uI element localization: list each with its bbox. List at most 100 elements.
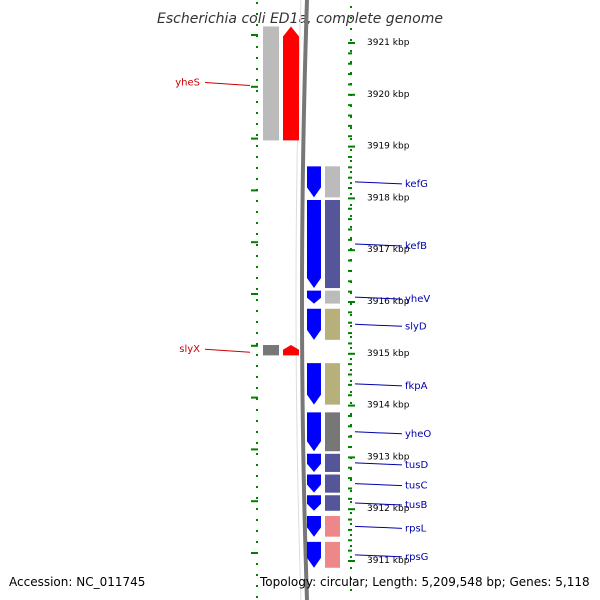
minor-tick — [348, 497, 352, 500]
ring-dot — [350, 39, 352, 41]
ring-dot — [350, 325, 352, 327]
cog-bar-slyX — [263, 345, 279, 356]
label-line-rpsG — [354, 554, 403, 558]
minor-tick — [348, 259, 352, 262]
major-tick — [251, 189, 258, 192]
gene-label-yheV: yheV — [405, 294, 430, 305]
ring-dot — [256, 596, 258, 598]
major-tick — [251, 552, 258, 554]
ring-dot — [256, 233, 258, 235]
minor-tick — [348, 155, 352, 158]
ring-dot — [350, 182, 352, 184]
ring-dot — [256, 442, 258, 444]
minor-tick — [348, 104, 352, 107]
minor-tick — [348, 228, 352, 231]
minor-tick — [348, 332, 352, 335]
minor-tick — [348, 342, 352, 345]
minor-tick — [348, 280, 352, 283]
ring-dot — [350, 336, 352, 338]
backbone-line — [299, 0, 309, 600]
ring-dot — [256, 288, 258, 290]
minor-tick — [348, 446, 352, 449]
major-tick — [348, 404, 355, 407]
ring-dot — [256, 409, 258, 411]
minor-tick — [348, 187, 352, 190]
ring-dot — [256, 310, 258, 312]
label-line-tusB — [354, 502, 403, 506]
gene-arrow-yheS — [283, 26, 299, 141]
minor-tick — [348, 73, 352, 76]
ring-dot — [350, 501, 352, 503]
label-line-yheS — [204, 81, 251, 86]
minor-tick — [348, 394, 352, 397]
label-line-yheV — [354, 296, 403, 300]
ring-dot — [256, 464, 258, 466]
ring-dot — [256, 277, 258, 279]
ring-dot — [256, 299, 258, 301]
gene-arrow-kefB — [307, 199, 321, 289]
ring-dot — [350, 358, 352, 360]
gene-arrow-yheO — [307, 412, 321, 452]
ring-dot — [350, 424, 352, 426]
major-tick — [348, 352, 355, 355]
ring-dot — [350, 369, 352, 371]
ring-dot — [350, 545, 352, 547]
label-line-tusD — [354, 462, 403, 466]
ring-dot — [256, 387, 258, 389]
ring-dot — [256, 475, 258, 477]
kbp-label: 3915 kbp — [367, 349, 410, 359]
ring-dot — [256, 563, 258, 565]
major-tick — [251, 293, 258, 295]
ring-dot — [256, 244, 258, 246]
ring-dot — [256, 123, 258, 125]
ring-dot — [256, 222, 258, 224]
ring-dot — [256, 200, 258, 202]
minor-tick — [348, 321, 352, 324]
kbp-label: 3920 kbp — [367, 90, 410, 100]
major-tick — [251, 500, 258, 503]
label-line-rpsL — [354, 525, 403, 529]
label-line-kefG — [354, 181, 403, 185]
kbp-label: 3916 kbp — [367, 297, 410, 307]
ring-dot — [350, 237, 352, 239]
gene-arrow-tusC — [307, 474, 321, 493]
accession-label: Accession: NC_011745 — [9, 575, 145, 589]
ring-dot — [256, 508, 258, 510]
gene-label-rpsG: rpsG — [405, 552, 428, 563]
ring-dot — [256, 255, 258, 257]
gene-labels: yheS slyX kefG kefB yheV slyD fkpA yheO tusD tusC… — [175, 77, 431, 562]
ring-dot — [350, 160, 352, 162]
ring-dot — [350, 512, 352, 514]
gene-arrow-yheV — [307, 290, 321, 304]
ring-dot — [256, 178, 258, 180]
ring-dot — [350, 116, 352, 118]
major-tick — [348, 145, 355, 148]
ring-dot — [350, 50, 352, 52]
kbp-label: 3911 kbp — [367, 556, 410, 566]
major-tick — [348, 560, 355, 562]
gene-label-tusB: tusB — [405, 500, 427, 511]
ring-dot — [350, 72, 352, 74]
gene-label-kefB: kefB — [405, 241, 427, 252]
minor-tick — [348, 518, 352, 521]
minor-tick — [348, 176, 352, 179]
kbp-label: 3913 kbp — [367, 452, 410, 462]
ring-dot — [256, 90, 258, 92]
gene-label-fkpA: fkpA — [405, 381, 428, 392]
ring-dot — [350, 171, 352, 173]
ring-dot — [350, 248, 352, 250]
cog-bar-yheO — [325, 412, 340, 452]
minor-tick — [348, 114, 352, 117]
topology-label: Topology: circular; Length: 5,209,548 bp… — [259, 575, 590, 589]
major-tick — [348, 197, 355, 200]
ring-dot — [350, 490, 352, 492]
gene-label-rpsL: rpsL — [405, 523, 427, 534]
label-line-slyX — [204, 348, 251, 353]
cog-bar-tusD — [325, 453, 340, 472]
minor-tick — [348, 487, 352, 490]
ring-dot — [256, 376, 258, 378]
ring-dot — [256, 486, 258, 488]
minor-tick — [348, 383, 352, 386]
ring-dot — [256, 211, 258, 213]
